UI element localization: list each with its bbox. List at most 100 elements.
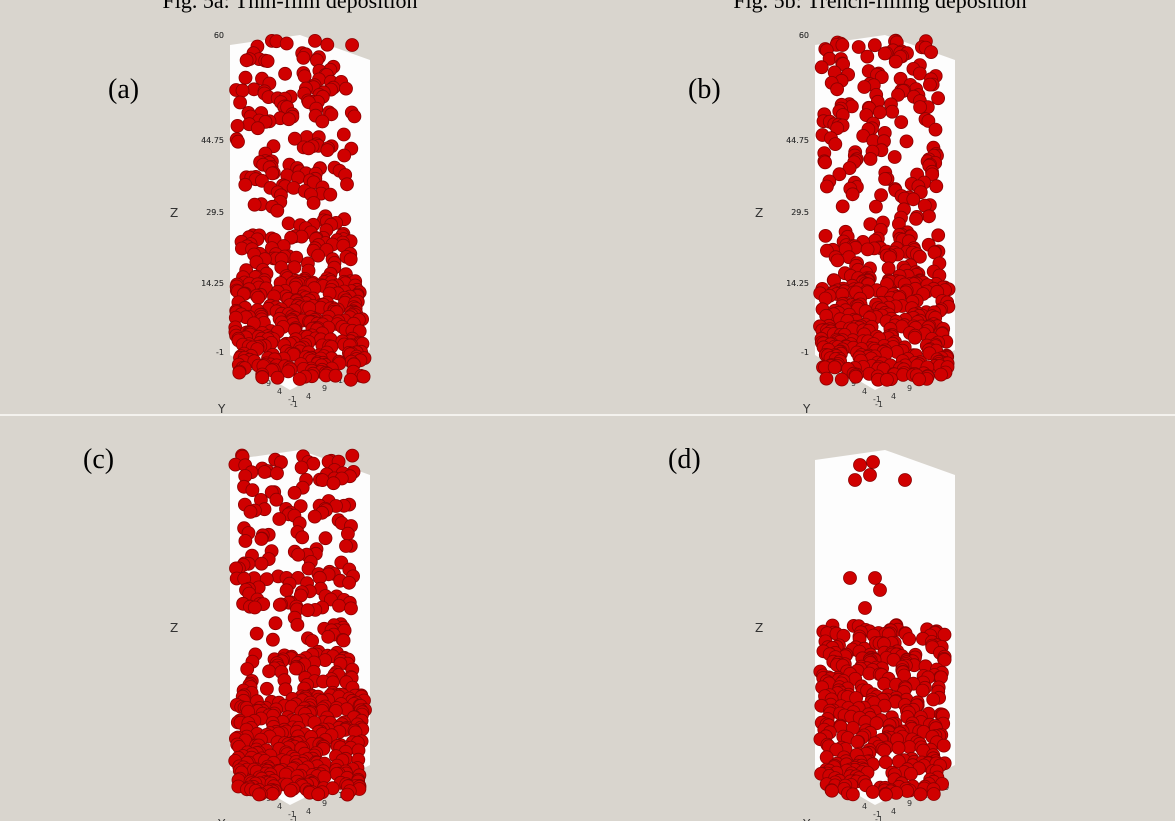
particle [869,200,882,213]
x-tick-label: 9 [907,799,912,808]
particle [266,787,279,800]
particle [345,602,358,615]
z-tick-label: 44.75 [201,136,224,145]
particle [879,173,892,186]
particle [879,788,892,801]
particle [861,50,874,63]
particle [255,533,268,546]
particle [327,477,340,490]
particle [874,584,887,597]
z-axis-label: Z [170,621,178,635]
particle [295,461,308,474]
y-axis-label: Y [217,402,226,416]
particle [836,200,849,213]
particle [828,361,841,374]
particle [301,604,314,617]
particle [239,178,252,191]
particle [910,212,923,225]
z-tick-label: 29.5 [791,208,809,217]
particle [282,217,295,230]
particle [831,254,844,267]
particle [892,741,905,754]
z-axis-label: Z [755,206,763,220]
particle [341,527,354,540]
panel-label: (c) [83,444,114,475]
caption: Fig. 5a: Thin-film deposition [162,0,417,13]
z-tick-label: 60 [799,31,809,40]
particle [908,331,921,344]
x-tick-label: -1 [290,815,298,821]
particle [250,627,263,640]
x-tick-label: 4 [891,392,896,401]
particle [288,486,301,499]
particle [932,229,945,242]
z-tick-label: -1 [801,348,809,357]
particle [252,291,265,304]
particle [236,84,249,97]
z-tick-label: 14.25 [201,279,224,288]
particle [248,601,261,614]
particle [851,735,864,748]
particle [914,101,927,114]
particle [293,373,306,386]
x-tick-label: 4 [306,807,311,816]
x-tick-label: -1 [290,400,298,409]
particle [889,55,902,68]
particle [302,142,315,155]
particle [280,584,293,597]
particle [239,71,252,84]
particle [927,788,940,801]
particle [308,510,321,523]
particle [258,466,271,479]
particle [900,135,913,148]
particle [255,557,268,570]
particle [344,253,357,266]
particle [344,373,357,386]
particle [866,786,879,799]
particle [864,153,877,166]
caption: Fig. 5b: Trench-filling deposition [733,0,1026,13]
particle [338,149,351,162]
particle [284,784,297,797]
particle [248,198,261,211]
z-axis-label: Z [170,206,178,220]
particle [835,373,848,386]
particle [269,617,282,630]
particle [875,189,888,202]
particle [819,229,832,242]
particle [907,193,920,206]
particle [292,548,305,561]
particle [903,633,916,646]
particle [346,449,359,462]
particle [251,122,264,135]
particle [260,682,273,695]
particle [307,457,320,470]
particle [878,744,891,757]
particle [844,572,857,585]
particle [820,180,833,193]
particle [266,633,279,646]
x-tick-label: 9 [322,384,327,393]
particle [846,788,859,801]
panel-label: (a) [108,74,139,105]
particle [864,469,877,482]
particle [239,535,252,548]
y-axis-label: Y [217,817,226,821]
x-tick-label: -1 [875,815,883,821]
particle [337,634,350,647]
particle [337,128,350,141]
particle [916,684,929,697]
y-tick-label: 4 [277,802,282,811]
particle [232,135,245,148]
particle [307,197,320,210]
z-tick-label: 14.25 [786,279,809,288]
y-axis-label: Y [802,817,811,821]
particle [316,115,329,128]
background [0,0,1175,821]
particle [256,371,269,384]
particle [831,83,844,96]
particle [321,144,334,157]
particle [296,531,309,544]
particle [859,602,872,615]
z-axis-label: Z [755,621,763,635]
